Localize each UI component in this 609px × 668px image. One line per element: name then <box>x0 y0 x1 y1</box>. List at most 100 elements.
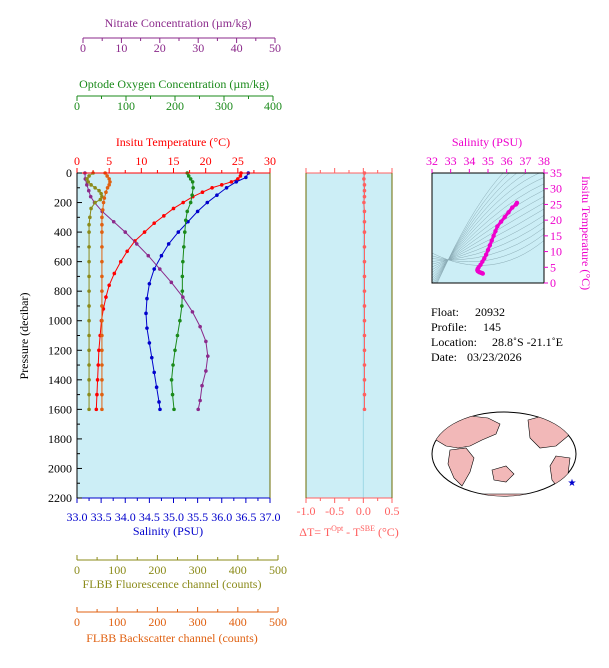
float-label: Float: <box>431 305 459 319</box>
fluorescence-tick-label: 0 <box>74 563 80 577</box>
float-location-marker-icon: ★ <box>568 478 577 489</box>
pressure-tick-label: 1400 <box>48 373 72 387</box>
salinity-series-point <box>158 407 162 412</box>
salinity-series-point <box>145 326 149 330</box>
pressure-tick-label: 1000 <box>48 314 72 328</box>
nitrate-series-point <box>198 398 202 403</box>
backscatter-series-point <box>102 196 107 200</box>
oxygen-series-point <box>180 289 185 293</box>
backscatter-series-point <box>100 318 104 323</box>
fluorescence-series-point <box>87 222 91 227</box>
oxygen-series-point <box>180 304 184 308</box>
oxygen-series-point <box>180 274 185 279</box>
ts-series-point <box>489 238 494 243</box>
salinity-tick-label: 33.0 <box>67 510 88 524</box>
delta-series-point <box>362 289 367 293</box>
fluorescence-series-point <box>87 363 91 367</box>
backscatter-tick-label: 100 <box>108 615 126 629</box>
temperature-series-point <box>95 378 100 382</box>
salinity-series-point <box>144 311 148 316</box>
delta-series-point <box>362 378 367 382</box>
backscatter-series-point <box>100 245 104 249</box>
profile-panel-bg <box>77 173 270 498</box>
ts-temperature-tick-label: 10 <box>550 245 562 259</box>
ts-series-point <box>487 243 493 248</box>
fluorescence-series-point <box>86 180 91 184</box>
ts-series-point <box>502 214 507 220</box>
temperature-series-point <box>200 190 205 195</box>
delta-tick-label: 0.5 <box>385 504 400 518</box>
salinity-series-point <box>195 209 200 214</box>
oxygen-series-point <box>183 218 188 223</box>
salinity-series-point <box>244 175 248 180</box>
temperature-tick-label: 20 <box>200 154 212 168</box>
backscatter-series-point <box>100 259 104 264</box>
ts-series-point <box>506 210 511 215</box>
delta-series-point <box>362 245 367 249</box>
pressure-tick-label: 2000 <box>48 461 72 475</box>
fluorescence-series-point <box>85 177 89 181</box>
delta-series-point <box>362 188 367 193</box>
ts-density-contour <box>432 189 544 276</box>
nitrate-series-point <box>111 219 116 224</box>
delta-series-point <box>362 318 367 323</box>
salinity-series-point <box>147 341 152 345</box>
fluorescence-tick-label: 100 <box>108 563 126 577</box>
backscatter-series-point <box>100 407 104 412</box>
nitrate-tick-label: 0 <box>80 41 86 55</box>
backscatter-series-point <box>100 208 105 212</box>
ts-salinity-tick-label: 35 <box>482 154 494 168</box>
pressure-tick-label: 0 <box>66 166 72 180</box>
nitrate-series-point <box>204 339 208 344</box>
delta-series-point <box>362 200 366 205</box>
fluorescence-tick-label: 500 <box>269 563 287 577</box>
delta-series-point <box>362 194 367 199</box>
fluorescence-series-point <box>87 274 91 279</box>
salinity-series-point <box>215 193 219 197</box>
fluorescence-series-point <box>88 215 92 220</box>
map-land-antarctica <box>435 493 573 496</box>
salinity-tick-label: 34.5 <box>139 510 160 524</box>
backscatter-series-point <box>105 185 110 190</box>
delta-series-point <box>362 177 366 181</box>
temperature-tick-label: 5 <box>106 154 112 168</box>
oxygen-tick-label: 0 <box>74 99 80 113</box>
ts-temperature-tick-label: 25 <box>550 197 562 211</box>
backscatter-series-point <box>100 378 104 382</box>
ts-salinity-tick-label: 38 <box>538 154 550 168</box>
location-label: Location: <box>431 335 477 349</box>
delta-series-point <box>362 392 367 397</box>
nitrate-series-point <box>200 383 204 388</box>
temperature-series-point <box>133 239 137 243</box>
oxygen-series-point <box>170 392 175 397</box>
backscatter-series-point <box>107 183 111 187</box>
delta-series-point <box>362 348 367 353</box>
fluorescence-series-point <box>87 174 91 178</box>
backscatter-series-point <box>100 363 104 367</box>
axes <box>76 37 548 613</box>
oxygen-series-point <box>183 230 187 234</box>
fluorescence-tick-label: 400 <box>229 563 247 577</box>
fluorescence-series-point <box>98 197 103 202</box>
backscatter-series-point <box>100 348 104 353</box>
ts-temperature-axis-title: Insitu Temperature (°C) <box>579 176 593 290</box>
backscatter-tick-label: 300 <box>189 615 207 629</box>
fluorescence-series-point <box>99 191 103 196</box>
temperature-series-point <box>112 271 117 276</box>
nitrate-series-point <box>204 369 208 373</box>
nitrate-series-point <box>169 280 174 285</box>
data-series <box>83 171 520 412</box>
date-label: Date: <box>431 350 457 364</box>
temperature-series-point <box>219 183 224 187</box>
pressure-tick-label: 400 <box>54 225 72 239</box>
fluorescence-series-point <box>89 206 93 211</box>
salinity-tick-label: 37.0 <box>260 510 281 524</box>
fluorescence-series-point <box>87 392 91 397</box>
oxygen-tick-label: 200 <box>166 99 184 113</box>
nitrate-series-point <box>85 183 89 187</box>
ts-temperature-tick-label: 5 <box>550 260 556 274</box>
ts-series-point <box>480 271 485 276</box>
ts-series-point <box>485 247 491 253</box>
location-value: 28.8˚S -21.1˚E <box>492 335 563 349</box>
